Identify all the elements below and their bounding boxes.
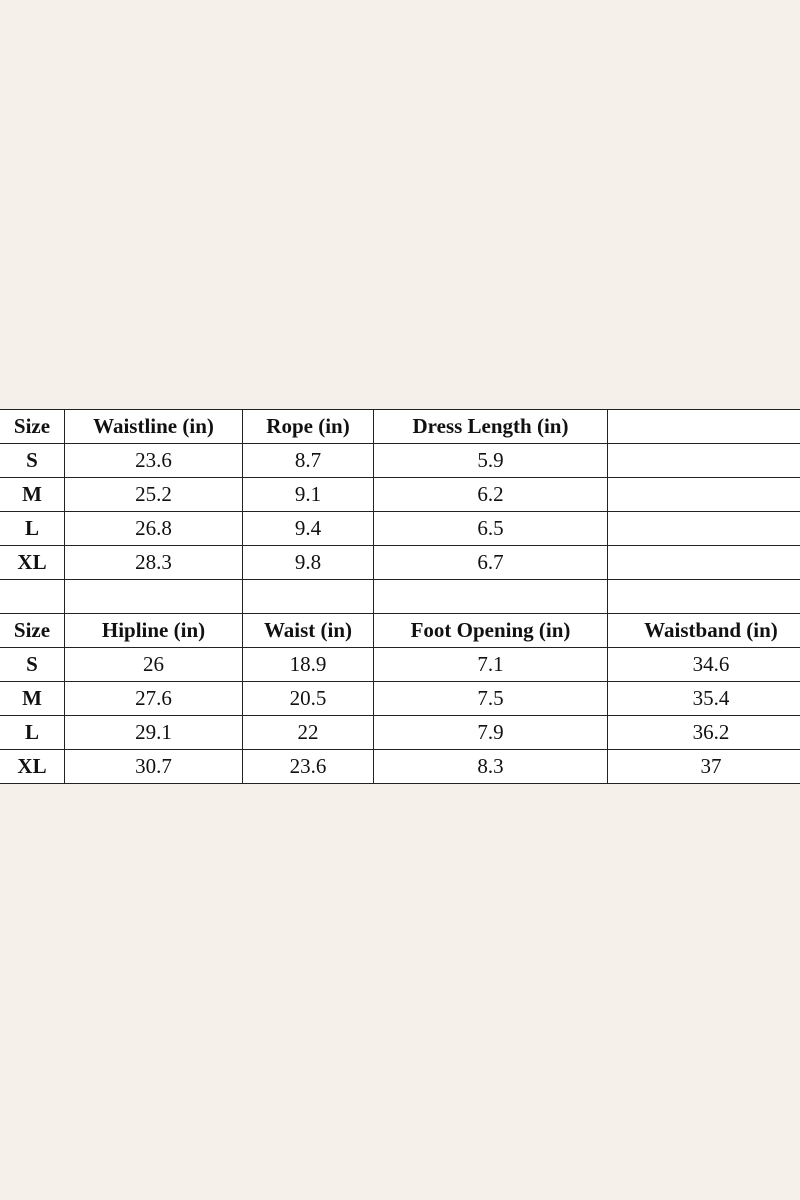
measurement-cell: 28.3 [64, 545, 243, 580]
measurement-cell: 30.7 [64, 749, 243, 784]
size-label: S [0, 647, 65, 682]
table-row: S 26 18.9 7.1 34.6 [0, 647, 800, 682]
measurement-cell: 9.4 [242, 511, 374, 546]
size-label: L [0, 511, 65, 546]
header-row: Size Waistline (in) Rope (in) Dress Length … [0, 409, 800, 444]
measurement-cell: 5.9 [373, 443, 608, 478]
measurement-cell: 27.6 [64, 681, 243, 716]
size-label: XL [0, 749, 65, 784]
column-header [607, 409, 800, 444]
measurement-cell: 26.8 [64, 511, 243, 546]
measurement-cell: 35.4 [607, 681, 800, 716]
measurement-cell: 26 [64, 647, 243, 682]
size-label: L [0, 715, 65, 750]
column-header: Waistband (in) [607, 613, 800, 648]
measurement-cell: 25.2 [64, 477, 243, 512]
measurement-cell [607, 511, 800, 546]
measurement-cell [607, 545, 800, 580]
column-header: Rope (in) [242, 409, 374, 444]
empty-cell [607, 579, 800, 614]
measurement-cell: 23.6 [64, 443, 243, 478]
table-row: S 23.6 8.7 5.9 [0, 443, 800, 478]
table-row: XL 30.7 23.6 8.3 37 [0, 749, 800, 784]
measurement-cell [607, 443, 800, 478]
size-chart-table: Size Waistline (in) Rope (in) Dress Length … [0, 409, 800, 784]
measurement-cell: 7.5 [373, 681, 608, 716]
measurement-cell: 37 [607, 749, 800, 784]
measurement-cell: 9.1 [242, 477, 374, 512]
empty-cell [64, 579, 243, 614]
size-label: M [0, 681, 65, 716]
column-header: Foot Opening (in) [373, 613, 608, 648]
measurement-cell: 6.2 [373, 477, 608, 512]
measurement-cell: 18.9 [242, 647, 374, 682]
measurement-cell: 22 [242, 715, 374, 750]
size-label: S [0, 443, 65, 478]
column-header: Waist (in) [242, 613, 374, 648]
measurement-cell: 20.5 [242, 681, 374, 716]
measurement-cell: 7.9 [373, 715, 608, 750]
column-header: Waistline (in) [64, 409, 243, 444]
table-row: M 25.2 9.1 6.2 [0, 477, 800, 512]
measurement-cell: 36.2 [607, 715, 800, 750]
measurement-cell [607, 477, 800, 512]
measurement-cell: 6.5 [373, 511, 608, 546]
measurement-cell: 6.7 [373, 545, 608, 580]
table-row: L 29.1 22 7.9 36.2 [0, 715, 800, 750]
measurement-cell: 9.8 [242, 545, 374, 580]
measurement-cell: 8.3 [373, 749, 608, 784]
size-label: M [0, 477, 65, 512]
empty-cell [242, 579, 374, 614]
empty-cell [373, 579, 608, 614]
size-label: XL [0, 545, 65, 580]
spacer-row [0, 579, 800, 614]
measurement-cell: 29.1 [64, 715, 243, 750]
table-row: L 26.8 9.4 6.5 [0, 511, 800, 546]
column-header: Size [0, 613, 65, 648]
measurement-cell: 34.6 [607, 647, 800, 682]
empty-cell [0, 579, 65, 614]
column-header: Size [0, 409, 65, 444]
column-header: Hipline (in) [64, 613, 243, 648]
header-row: Size Hipline (in) Waist (in) Foot Opening (… [0, 613, 800, 648]
table-row: XL 28.3 9.8 6.7 [0, 545, 800, 580]
measurement-cell: 8.7 [242, 443, 374, 478]
measurement-cell: 23.6 [242, 749, 374, 784]
table-row: M 27.6 20.5 7.5 35.4 [0, 681, 800, 716]
column-header: Dress Length (in) [373, 409, 608, 444]
measurement-cell: 7.1 [373, 647, 608, 682]
